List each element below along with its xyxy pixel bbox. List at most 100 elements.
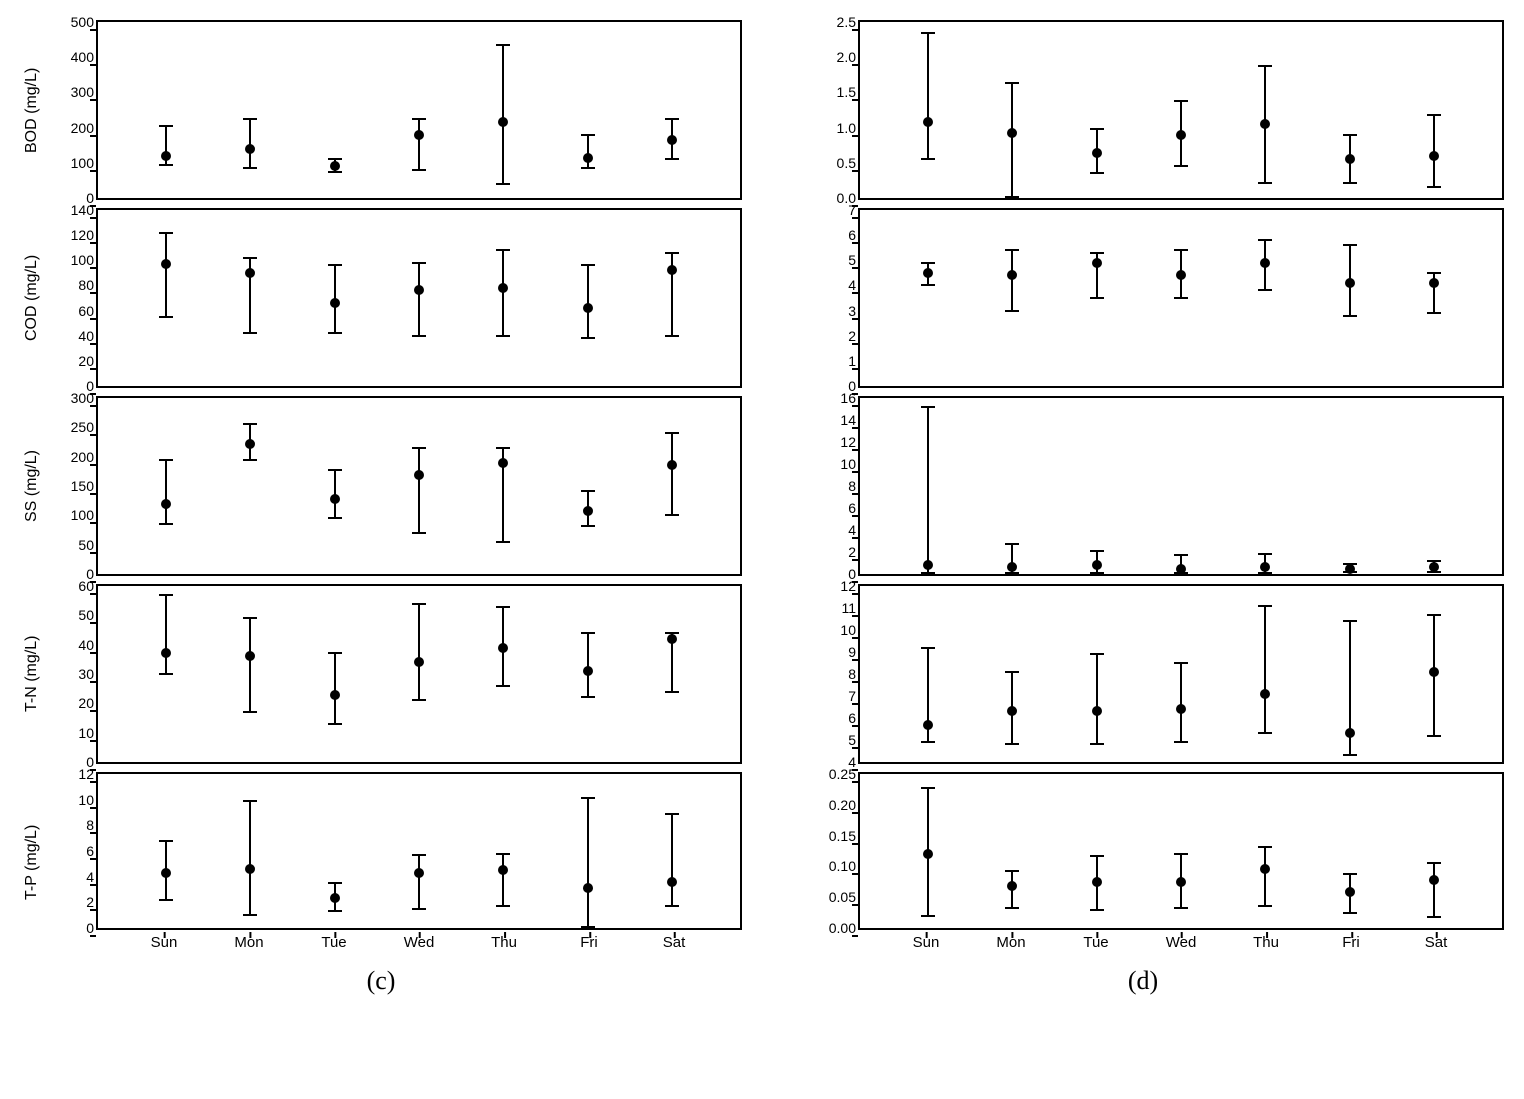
data-point xyxy=(667,877,677,887)
data-point xyxy=(1176,130,1186,140)
errorbar xyxy=(587,265,589,338)
data-point xyxy=(1007,128,1017,138)
data-point xyxy=(1260,258,1270,268)
ytick-label: 16 xyxy=(812,390,856,406)
data-point xyxy=(161,868,171,878)
ytick-label: 5 xyxy=(812,252,856,268)
ytick-label: 100 xyxy=(50,155,94,171)
xtick-label: Thu xyxy=(491,934,517,951)
data-point xyxy=(1092,877,1102,887)
errorbar xyxy=(418,448,420,533)
ytick-label: 8 xyxy=(50,817,94,833)
data-point xyxy=(1092,148,1102,158)
ytick-label: 60 xyxy=(50,578,94,594)
data-point xyxy=(923,268,933,278)
data-point xyxy=(1429,875,1439,885)
data-point xyxy=(1007,562,1017,572)
ylabel xyxy=(782,584,806,764)
data-point xyxy=(161,648,171,658)
data-point xyxy=(1260,562,1270,572)
data-point xyxy=(498,458,508,468)
ylabel: T-P (mg/L) xyxy=(20,772,44,952)
ytick-label: 12 xyxy=(812,578,856,594)
data-point xyxy=(583,506,593,516)
ytick-label: 100 xyxy=(50,252,94,268)
plot-area: 0246810121416 xyxy=(858,396,1504,576)
errorbar xyxy=(1433,863,1435,917)
data-point xyxy=(1176,877,1186,887)
errorbar xyxy=(671,433,673,515)
ytick-label: 8 xyxy=(812,666,856,682)
ytick-label: 0.15 xyxy=(812,828,856,844)
data-point xyxy=(1260,689,1270,699)
plot-area: 050100150200250300 xyxy=(96,396,742,576)
subplot-d-BOD: 0.00.51.01.52.02.5 xyxy=(782,20,1504,200)
data-point xyxy=(1345,728,1355,738)
ytick-label: 10 xyxy=(50,725,94,741)
ytick-label: 14 xyxy=(812,412,856,428)
errorbar xyxy=(671,814,673,906)
column-d: 0.00.51.01.52.02.50123456702468101214164… xyxy=(782,20,1504,996)
ylabel: SS (mg/L) xyxy=(20,396,44,576)
xtick-label: Sat xyxy=(1425,934,1448,951)
ytick-label: 500 xyxy=(50,14,94,30)
ytick-label: 1.0 xyxy=(812,120,856,136)
data-point xyxy=(1007,881,1017,891)
data-point xyxy=(330,893,340,903)
data-point xyxy=(498,643,508,653)
data-point xyxy=(330,690,340,700)
data-point xyxy=(667,460,677,470)
xtick-label: Wed xyxy=(404,934,435,951)
ylabel xyxy=(782,208,806,388)
ytick-label: 2 xyxy=(50,894,94,910)
ytick-label: 300 xyxy=(50,390,94,406)
errorbar xyxy=(1096,654,1098,744)
data-point xyxy=(414,470,424,480)
subplot-c-TP: T-P (mg/L)024681012SunMonTueWedThuFriSat xyxy=(20,772,742,952)
ytick-label: 50 xyxy=(50,537,94,553)
xtick-label: Wed xyxy=(1166,934,1197,951)
xtick-label: Sun xyxy=(151,934,178,951)
plot-area: 456789101112 xyxy=(858,584,1504,764)
data-point xyxy=(245,864,255,874)
data-point xyxy=(245,651,255,661)
ytick-label: 0.05 xyxy=(812,889,856,905)
data-point xyxy=(923,849,933,859)
data-point xyxy=(1345,278,1355,288)
data-point xyxy=(583,883,593,893)
ytick-label: 2 xyxy=(812,328,856,344)
data-point xyxy=(923,720,933,730)
ytick-label: 0 xyxy=(50,920,94,936)
subplot-c-BOD: BOD (mg/L)0100200300400500 xyxy=(20,20,742,200)
ytick-label: 1 xyxy=(812,353,856,369)
data-point xyxy=(1007,706,1017,716)
ytick-label: 8 xyxy=(812,478,856,494)
figure-container: BOD (mg/L)0100200300400500COD (mg/L)0204… xyxy=(20,20,1504,996)
data-point xyxy=(1345,154,1355,164)
ytick-label: 10 xyxy=(812,456,856,472)
plot-area: 01234567 xyxy=(858,208,1504,388)
errorbar xyxy=(418,855,420,909)
data-point xyxy=(1092,258,1102,268)
ytick-label: 200 xyxy=(50,449,94,465)
errorbar xyxy=(587,135,589,168)
errorbar xyxy=(165,460,167,525)
plot-area: 0.000.050.100.150.200.25 xyxy=(858,772,1504,930)
data-point xyxy=(161,499,171,509)
ytick-label: 100 xyxy=(50,507,94,523)
ylabel xyxy=(782,20,806,200)
plot-area: 0.00.51.01.52.02.5 xyxy=(858,20,1504,200)
ytick-label: 12 xyxy=(50,766,94,782)
ytick-label: 3 xyxy=(812,303,856,319)
ytick-label: 6 xyxy=(50,843,94,859)
data-point xyxy=(1092,560,1102,570)
errorbar xyxy=(1264,606,1266,734)
data-point xyxy=(1092,706,1102,716)
ytick-label: 7 xyxy=(812,688,856,704)
errorbar xyxy=(249,801,251,915)
ytick-label: 12 xyxy=(812,434,856,450)
errorbar xyxy=(249,618,251,712)
ytick-label: 250 xyxy=(50,419,94,435)
data-point xyxy=(498,117,508,127)
ytick-label: 20 xyxy=(50,695,94,711)
